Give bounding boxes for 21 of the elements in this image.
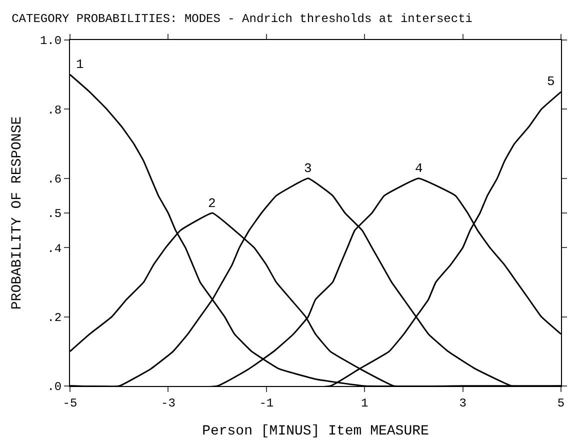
x-axis-title: Person [MINUS] Item MEASURE — [202, 424, 429, 440]
x-tick-label: 3 — [459, 396, 466, 410]
chart-title: CATEGORY PROBABILITIES: MODES - Andrich thresholds at intersecti — [12, 12, 472, 26]
series-label: 3 — [304, 161, 312, 176]
series-label: 1 — [76, 57, 84, 72]
y-tick-label: 1.0 — [40, 34, 62, 48]
x-tick-label: 5 — [557, 396, 565, 410]
series-label: 5 — [547, 74, 555, 89]
x-tick-label: -1 — [259, 396, 274, 410]
x-tick-label: -5 — [62, 396, 78, 410]
x-tick-label: -3 — [160, 396, 176, 410]
x-tick-label: 1 — [361, 396, 368, 410]
y-tick-label: .4 — [47, 242, 62, 256]
y-tick-label: .2 — [47, 311, 62, 325]
series-label: 4 — [415, 161, 423, 176]
y-tick-label: .0 — [47, 380, 62, 394]
y-tick-label: .8 — [47, 103, 62, 118]
series-label: 2 — [208, 196, 216, 211]
y-tick-label: .6 — [47, 172, 62, 187]
y-axis-title: PROBABILITY OF RESPONSE — [10, 116, 26, 310]
y-tick-label: .5 — [47, 207, 62, 222]
